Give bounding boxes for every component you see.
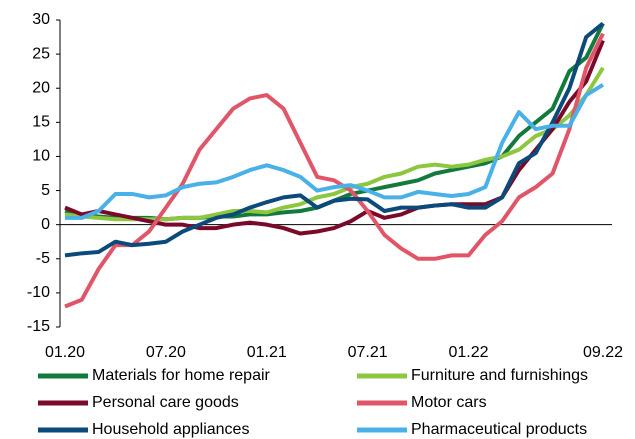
legend-label: Materials for home repair (92, 367, 271, 384)
y-tick-label: -5 (36, 250, 50, 267)
x-tick-label: 01.22 (448, 344, 488, 361)
series-line (64, 32, 605, 309)
x-tick-label: 01.20 (45, 344, 85, 361)
y-tick-label: 15 (32, 114, 50, 131)
y-tick-label: 30 (32, 11, 50, 28)
legend-label: Motor cars (411, 394, 487, 411)
y-tick-label: 25 (32, 45, 50, 62)
legend-label: Pharmaceutical products (411, 421, 587, 438)
legend-label: Household appliances (92, 421, 249, 438)
series-line (64, 21, 605, 258)
y-tick-label: -10 (27, 284, 50, 301)
y-tick-label: -15 (27, 318, 50, 335)
legend-label: Furniture and furnishings (411, 367, 588, 384)
y-tick-label: 0 (41, 216, 50, 233)
y-tick-label: 10 (32, 148, 50, 165)
x-tick-label: 09.22 (583, 344, 623, 361)
series-line (64, 39, 605, 236)
series-line (64, 22, 605, 222)
y-tick-label: 5 (41, 182, 50, 199)
series-line (65, 83, 605, 220)
x-tick-label: 01.21 (247, 344, 287, 361)
y-tick-label: 20 (32, 79, 50, 96)
x-tick-label: 07.20 (146, 344, 186, 361)
legend-label: Personal care goods (92, 394, 239, 411)
x-tick-label: 07.21 (348, 344, 388, 361)
series-line (64, 66, 605, 222)
